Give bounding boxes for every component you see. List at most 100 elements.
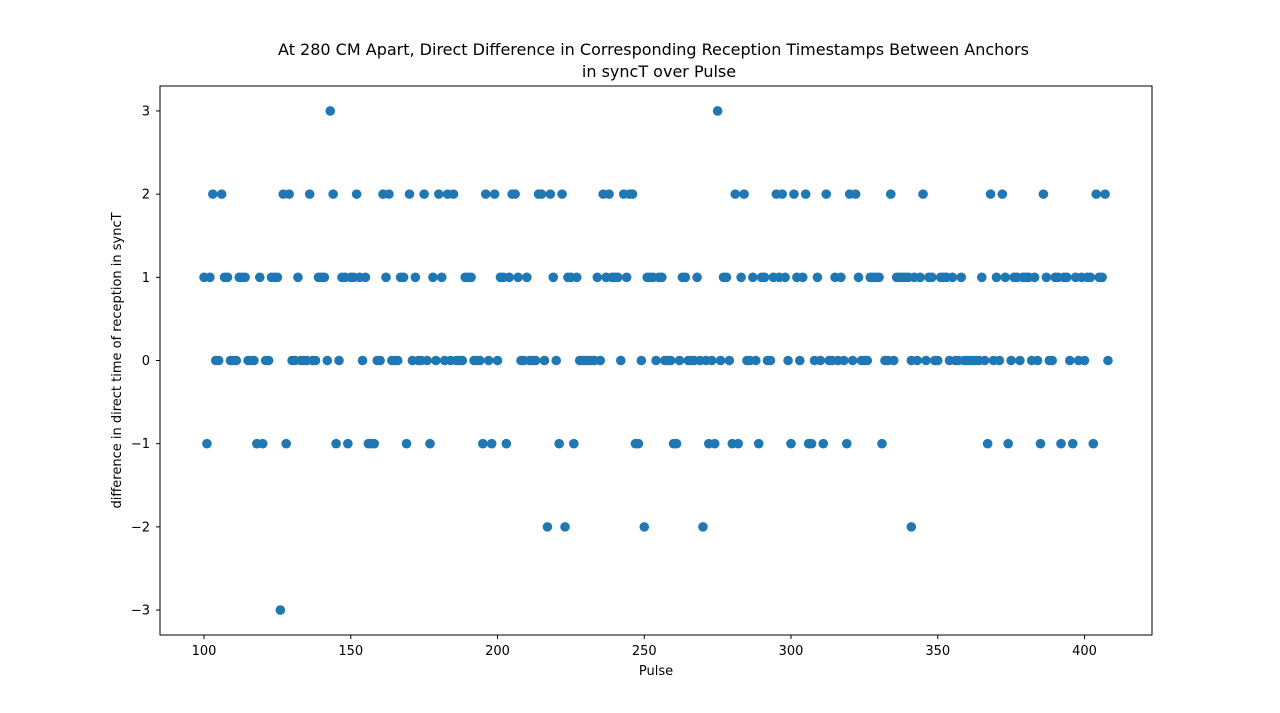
data-point bbox=[753, 438, 764, 449]
data-point bbox=[551, 355, 562, 366]
data-point bbox=[915, 272, 925, 283]
axis-ticks: 100 150 200 250 300 350 400 −3 −2 −1 0 1 2 3 bbox=[131, 104, 1097, 659]
data-point bbox=[815, 355, 826, 366]
data-point bbox=[613, 272, 623, 283]
data-point bbox=[994, 355, 1005, 366]
data-point bbox=[921, 355, 931, 366]
data-point bbox=[888, 355, 899, 366]
data-point bbox=[1015, 355, 1025, 366]
data-point bbox=[569, 438, 579, 449]
data-point bbox=[692, 272, 702, 283]
data-point bbox=[806, 438, 817, 449]
data-point bbox=[1003, 438, 1013, 449]
x-tick-label: 350 bbox=[925, 644, 950, 659]
data-point bbox=[853, 272, 864, 283]
data-point bbox=[1032, 355, 1043, 366]
data-point bbox=[736, 272, 746, 283]
data-point bbox=[730, 189, 741, 199]
data-point bbox=[862, 355, 873, 366]
data-point bbox=[404, 189, 415, 199]
data-point bbox=[783, 355, 793, 366]
data-point bbox=[436, 272, 447, 283]
data-point bbox=[510, 189, 520, 199]
data-point bbox=[560, 522, 570, 532]
data-point bbox=[1056, 438, 1066, 449]
data-point bbox=[627, 189, 638, 199]
data-point bbox=[724, 355, 735, 366]
data-point bbox=[789, 189, 799, 199]
data-point bbox=[213, 355, 224, 366]
data-point bbox=[874, 272, 884, 283]
data-point bbox=[254, 272, 265, 283]
data-point bbox=[275, 605, 286, 615]
data-point bbox=[257, 438, 268, 449]
data-point bbox=[542, 522, 553, 532]
data-point bbox=[369, 438, 380, 449]
data-point bbox=[877, 438, 887, 449]
data-point bbox=[1000, 272, 1011, 283]
data-point bbox=[480, 189, 491, 199]
data-point bbox=[434, 189, 444, 199]
y-axis-label: difference in direct time of reception i… bbox=[110, 212, 125, 508]
data-point bbox=[571, 272, 582, 283]
data-point bbox=[680, 272, 691, 283]
data-point bbox=[665, 355, 676, 366]
data-point bbox=[885, 189, 896, 199]
data-point bbox=[249, 355, 259, 366]
data-point bbox=[780, 272, 790, 283]
data-point bbox=[800, 189, 811, 199]
y-tick-label: 0 bbox=[142, 354, 150, 369]
data-point bbox=[1041, 272, 1052, 283]
data-point bbox=[431, 355, 441, 366]
data-point bbox=[457, 355, 468, 366]
data-point bbox=[501, 438, 512, 449]
data-point bbox=[334, 355, 344, 366]
data-point bbox=[466, 272, 476, 283]
data-point bbox=[428, 272, 438, 283]
data-point bbox=[759, 272, 770, 283]
data-point bbox=[319, 272, 330, 283]
data-point bbox=[733, 438, 743, 449]
x-axis-label: Pulse bbox=[639, 664, 673, 679]
data-point bbox=[422, 355, 432, 366]
data-point bbox=[478, 438, 488, 449]
data-point bbox=[504, 272, 515, 283]
data-point bbox=[513, 272, 523, 283]
data-point bbox=[392, 355, 403, 366]
data-point bbox=[216, 189, 227, 199]
data-point bbox=[786, 438, 796, 449]
data-point bbox=[1088, 438, 1099, 449]
data-point bbox=[1047, 355, 1058, 366]
data-point bbox=[812, 272, 823, 283]
data-point bbox=[545, 189, 556, 199]
data-point bbox=[639, 522, 650, 532]
data-point bbox=[492, 355, 503, 366]
data-point bbox=[621, 272, 632, 283]
data-point bbox=[1006, 355, 1016, 366]
x-tick-label: 250 bbox=[632, 644, 657, 659]
data-point bbox=[636, 355, 647, 366]
y-tick-label: −1 bbox=[131, 437, 150, 452]
data-point bbox=[615, 355, 626, 366]
data-point bbox=[381, 272, 391, 283]
data-point bbox=[401, 438, 412, 449]
plot-frame bbox=[159, 85, 1153, 636]
data-point bbox=[918, 189, 928, 199]
data-point bbox=[1062, 272, 1072, 283]
data-point bbox=[310, 355, 321, 366]
data-point bbox=[841, 438, 852, 449]
data-point bbox=[281, 438, 292, 449]
data-point bbox=[351, 189, 362, 199]
data-point bbox=[284, 189, 294, 199]
y-tick-label: 2 bbox=[142, 188, 150, 203]
data-point bbox=[486, 438, 497, 449]
data-point bbox=[539, 355, 550, 366]
y-tick-label: −2 bbox=[131, 520, 150, 535]
data-point bbox=[293, 272, 303, 283]
data-point bbox=[419, 189, 429, 199]
data-point bbox=[795, 355, 805, 366]
y-tick-label: 1 bbox=[142, 271, 150, 286]
data-point bbox=[522, 272, 532, 283]
data-point bbox=[956, 272, 967, 283]
